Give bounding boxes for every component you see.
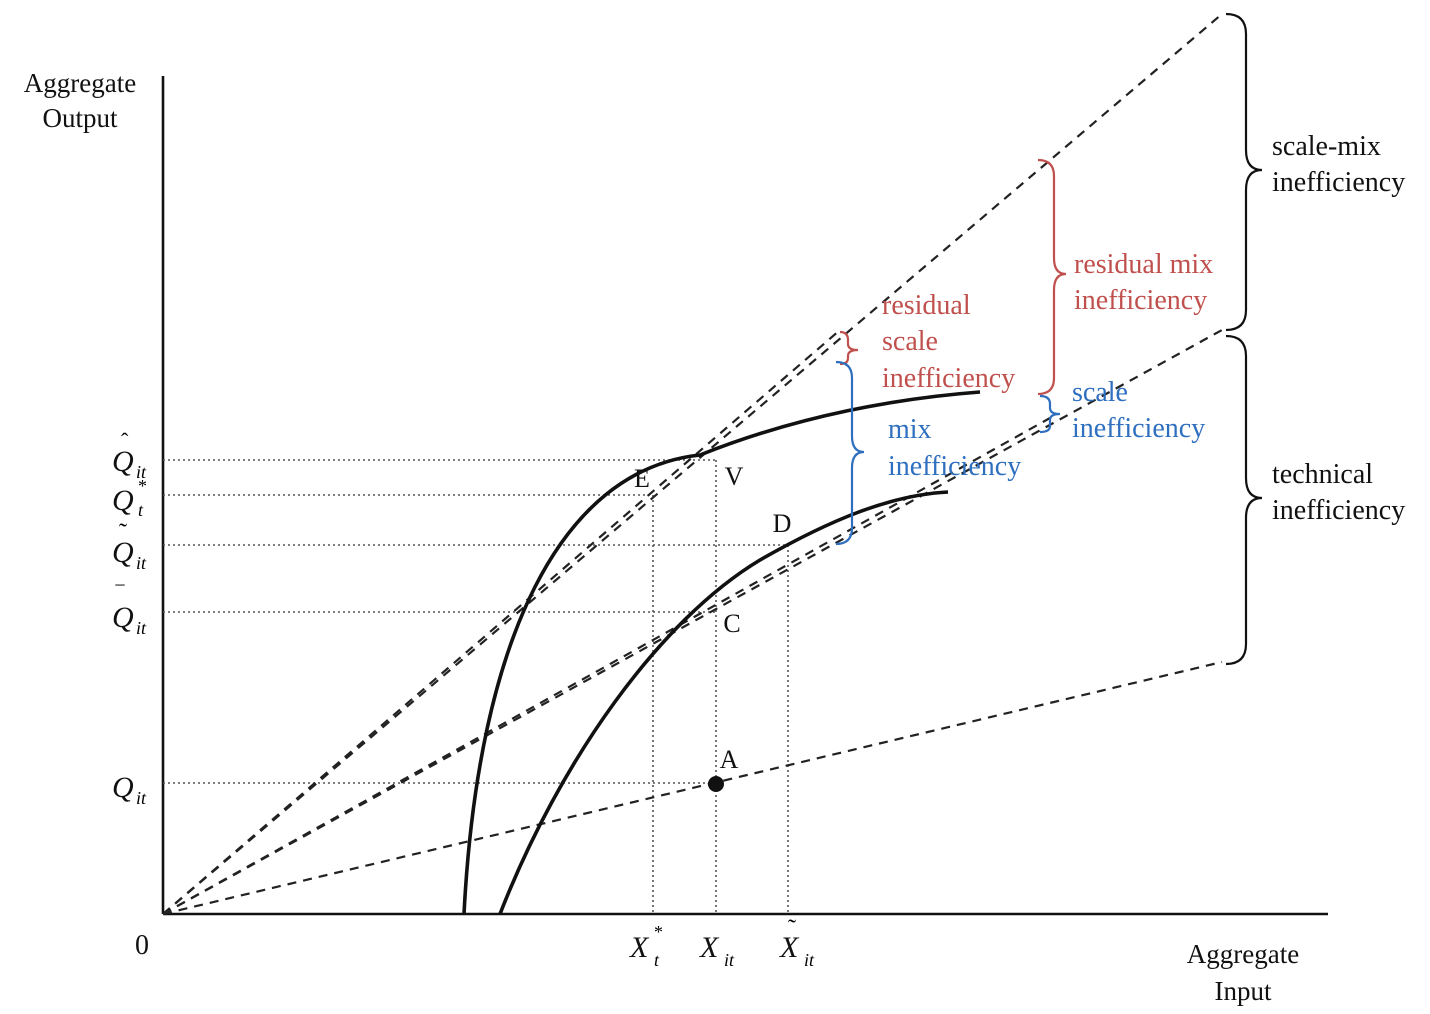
mix-label-line2: inefficiency (888, 451, 1021, 482)
y-axis-label-line2: Output (42, 103, 118, 133)
svg-text:X: X (699, 931, 720, 964)
y-tick-q-hat: Q ˆ it (112, 428, 147, 482)
svg-text:Q: Q (112, 771, 134, 804)
svg-text:*: * (138, 476, 147, 496)
y-tick-q: Q it (112, 771, 147, 808)
svg-text:Q: Q (112, 601, 134, 634)
x-axis-label-line1: Aggregate (1187, 939, 1299, 969)
origin-label: 0 (135, 930, 149, 961)
residual-scale-label-line2: scale (882, 326, 938, 357)
point-a-marker (708, 776, 724, 792)
mix-brace (835, 360, 865, 546)
svg-text:˜: ˜ (119, 520, 127, 546)
svg-text:X: X (779, 931, 800, 964)
horizontal-reference-lines (163, 459, 790, 784)
x-tick-x-star: X * t (629, 922, 663, 970)
mix-label-line1: mix (888, 414, 932, 445)
rays-from-origin (162, 13, 1223, 916)
svg-text:it: it (136, 462, 147, 482)
x-axis-label-line2: Input (1215, 976, 1272, 1006)
svg-text:it: it (724, 950, 735, 970)
svg-text:ˆ: ˆ (121, 428, 129, 453)
scale-brace (1039, 394, 1061, 434)
y-tick-q-tilde: Q ˜ it (112, 520, 147, 573)
inner-frontier-curve (498, 490, 949, 915)
residual-mix-label-line2: inefficiency (1074, 285, 1207, 316)
point-a-label: A (720, 745, 739, 774)
point-v-label: V (725, 462, 744, 491)
residual-scale-label-line3: inefficiency (882, 363, 1015, 394)
point-e-label: E (634, 464, 650, 493)
residual-mix-brace (1037, 158, 1067, 396)
outer-frontier-curve (462, 390, 981, 915)
svg-text:t: t (138, 500, 144, 520)
residual-scale-brace (839, 330, 859, 366)
svg-text:Q: Q (112, 445, 134, 478)
ray-through-a (162, 660, 1223, 916)
ray-residual-scale (162, 329, 841, 915)
scale-mix-label-line1: scale-mix (1272, 131, 1381, 162)
svg-text:it: it (136, 788, 147, 808)
point-d-label: D (773, 509, 792, 538)
scale-label-line2: inefficiency (1072, 413, 1205, 444)
ray-scale-mix (162, 13, 1223, 915)
technical-label-line2: inefficiency (1272, 495, 1405, 526)
technical-label-line1: technical (1272, 459, 1373, 490)
svg-text:˜: ˜ (788, 916, 796, 942)
residual-mix-label-line1: residual mix (1074, 249, 1213, 280)
svg-text:it: it (136, 553, 147, 573)
y-axis-label-line1: Aggregate (24, 68, 136, 98)
svg-text:it: it (804, 950, 815, 970)
svg-text:t: t (654, 950, 660, 970)
vertical-reference-lines (652, 460, 789, 914)
scale-mix-label-line2: inefficiency (1272, 167, 1405, 198)
svg-text:‾: ‾ (115, 584, 125, 610)
svg-text:X: X (629, 931, 650, 964)
y-tick-q-star: Q * t (112, 476, 147, 520)
svg-text:Q: Q (112, 484, 134, 517)
x-tick-x-tilde: X ˜ it (779, 916, 815, 970)
svg-text:*: * (654, 922, 663, 942)
scale-label-line1: scale (1072, 377, 1128, 408)
residual-scale-label-line1: residual (882, 290, 971, 321)
svg-text:Q: Q (112, 536, 134, 569)
point-c-label: C (723, 609, 740, 638)
scale-mix-brace (1225, 12, 1263, 332)
svg-text:it: it (136, 618, 147, 638)
y-tick-q-bar: Q ‾ it (112, 584, 147, 638)
technical-brace (1225, 334, 1263, 666)
x-tick-x: X it (699, 931, 735, 970)
